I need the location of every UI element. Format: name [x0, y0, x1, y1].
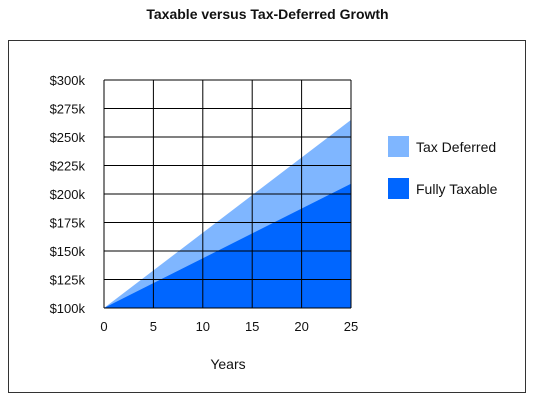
legend-item-fully-taxable: Fully Taxable: [388, 178, 497, 199]
x-tick-label: 25: [344, 319, 358, 334]
x-tick-label: 5: [150, 319, 157, 334]
legend-label-fully-taxable: Fully Taxable: [416, 180, 498, 197]
y-tick-label: $100k: [50, 301, 86, 316]
x-axis-label: Years: [210, 356, 246, 372]
y-tick-label: $125k: [50, 273, 86, 288]
legend-swatch-fully-taxable: [388, 178, 409, 199]
legend-swatch-tax-deferred: [388, 136, 409, 157]
x-tick-label: 10: [196, 319, 210, 334]
y-tick-label: $250k: [50, 130, 86, 145]
chart-frame: [8, 40, 526, 393]
y-tick-label: $300k: [50, 73, 86, 88]
legend-item-tax-deferred: Tax Deferred: [388, 136, 496, 157]
legend-label-tax-deferred: Tax Deferred: [416, 138, 497, 155]
y-tick-label: $275k: [50, 102, 86, 117]
series-area-fully-taxable: [104, 183, 351, 308]
x-tick-label: 0: [100, 319, 107, 334]
chart-title: Taxable versus Tax-Deferred Growth: [146, 6, 389, 22]
y-tick-label: $175k: [50, 216, 86, 231]
y-tick-label: $150k: [50, 244, 86, 259]
y-tick-label: $225k: [50, 159, 86, 174]
x-tick-label: 20: [294, 319, 308, 334]
y-tick-label: $200k: [50, 187, 86, 202]
x-tick-label: 15: [245, 319, 259, 334]
